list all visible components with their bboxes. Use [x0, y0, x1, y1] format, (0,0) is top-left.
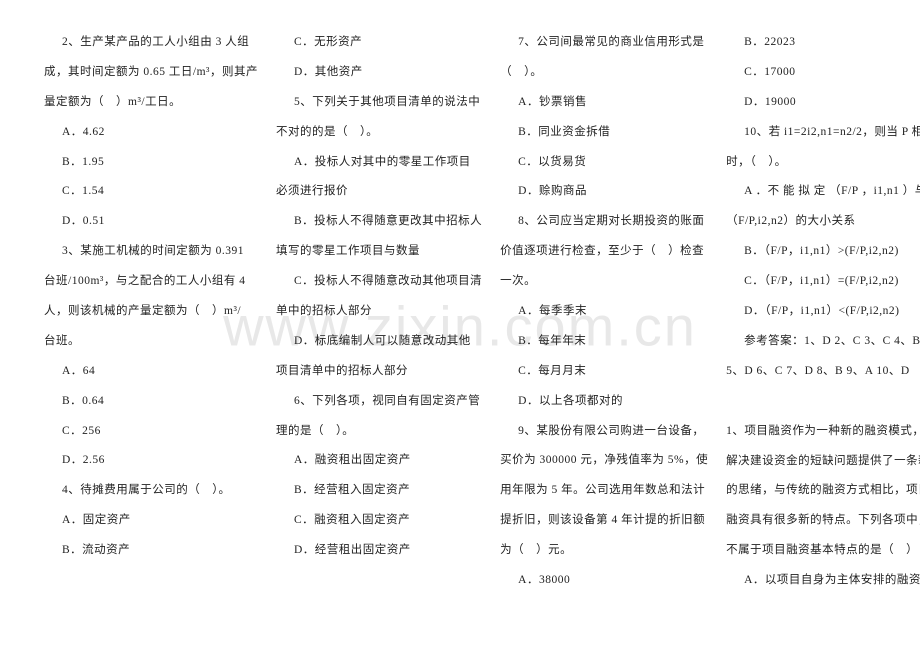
q3-opt-b: B．0.64 [44, 387, 258, 417]
q2-opt-d: D．0.51 [44, 207, 258, 237]
q6-opt-a: A．融资租出固定资产 [276, 446, 482, 476]
q5-opt-a: A．投标人对其中的零星工作项目 [276, 148, 482, 178]
q6-line: 6、下列各项，视同自有固定资产管 [276, 387, 482, 417]
q2-line: 成，其时间定额为 0.65 工日/m³，则其产 [44, 58, 258, 88]
q5-line: 5、下列关于其他项目清单的说法中 [276, 88, 482, 118]
answers-line: 参考答案：1、D 2、C 3、C 4、B [726, 327, 920, 357]
q10-opt-a: A ．不 能 拟 定 （F/P ，i1,n1 ）与 [726, 177, 920, 207]
q3-line: 台班/100m³，与之配合的工人小组有 4 [44, 267, 258, 297]
q7-opt-a: A．钞票销售 [500, 88, 708, 118]
q7-opt-b: B．同业资金拆借 [500, 118, 708, 148]
q9-opt-d: D．19000 [726, 88, 920, 118]
next-q1-line: 融资具有很多新的特点。下列各项中， [726, 506, 920, 536]
q3-line: 3、某施工机械的时间定额为 0.391 [44, 237, 258, 267]
q9-opt-a: A．38000 [500, 566, 708, 596]
next-q1-line: 不属于项目融资基本特点的是（ ） [726, 536, 920, 566]
column-2: C．无形资产 D．其他资产 5、下列关于其他项目清单的说法中 不对的的是（ ）。… [276, 28, 500, 596]
q5-line: 不对的的是（ ）。 [276, 118, 482, 148]
q7-line: （ ）。 [500, 58, 708, 88]
column-1: 2、生产某产品的工人小组由 3 人组 成，其时间定额为 0.65 工日/m³，则… [44, 28, 276, 596]
q6-opt-c: C．融资租入固定资产 [276, 506, 482, 536]
q10-line: 时，（ ）。 [726, 148, 920, 178]
q4-opt-c: C．无形资产 [276, 28, 482, 58]
q10-opt-b: B．（F/P，i1,n1）>(F/P,i2,n2) [726, 237, 920, 267]
q8-line: 一次。 [500, 267, 708, 297]
column-4: B．22023 C．17000 D．19000 10、若 i1=2i2,n1=n… [726, 28, 920, 596]
q2-opt-c: C．1.54 [44, 177, 258, 207]
q10-opt-c: C．（F/P，i1,n1）=(F/P,i2,n2) [726, 267, 920, 297]
q9-line: 提折旧，则该设备第 4 年计提的折旧额 [500, 506, 708, 536]
next-q1-line: 解决建设资金的短缺问题提供了一条新 [726, 447, 920, 477]
q5-opt-c: C．投标人不得随意改动其他项目清 [276, 267, 482, 297]
q2-opt-a: A．4.62 [44, 118, 258, 148]
q7-opt-c: C．以货易货 [500, 148, 708, 178]
answers-line: 5、D 6、C 7、D 8、B 9、A 10、D [726, 357, 920, 387]
q7-line: 7、公司间最常见的商业信用形式是 [500, 28, 708, 58]
q5-opt-d: D．标底编制人可以随意改动其他 [276, 327, 482, 357]
q9-opt-b: B．22023 [726, 28, 920, 58]
q5-opt-b: B．投标人不得随意更改其中招标人 [276, 207, 482, 237]
q8-line: 8、公司应当定期对长期投资的账面 [500, 207, 708, 237]
q3-opt-d: D．2.56 [44, 446, 258, 476]
q10-opt-a: （F/P,i2,n2）的大小关系 [726, 207, 920, 237]
q8-opt-d: D．以上各项都对的 [500, 387, 708, 417]
q3-opt-c: C．256 [44, 417, 258, 447]
page-columns: 2、生产某产品的工人小组由 3 人组 成，其时间定额为 0.65 工日/m³，则… [0, 0, 920, 596]
q7-opt-d: D．赊购商品 [500, 177, 708, 207]
next-q1-line: 的思绪，与传统的融资方式相比，项目 [726, 476, 920, 506]
next-q1-opt-a: A．以项目自身为主体安排的融资 [726, 566, 920, 596]
q5-opt-d: 项目清单中的招标人部分 [276, 357, 482, 387]
q6-line: 理的是（ ）。 [276, 417, 482, 447]
q8-opt-c: C．每月月末 [500, 357, 708, 387]
q10-opt-d: D．（F/P，i1,n1）<(F/P,i2,n2) [726, 297, 920, 327]
q6-opt-d: D．经营租出固定资产 [276, 536, 482, 566]
q2-opt-b: B．1.95 [44, 148, 258, 178]
q4-line: 4、待摊费用属于公司的（ ）。 [44, 476, 258, 506]
q3-line: 人，则该机械的产量定额为（ ）m³/ [44, 297, 258, 327]
q9-line: 买价为 300000 元，净残值率为 5%，使 [500, 446, 708, 476]
q9-line: 9、某股份有限公司购进一台设备， [500, 417, 708, 447]
q2-line: 量定额为（ ）m³/工日。 [44, 88, 258, 118]
q5-opt-c: 单中的招标人部分 [276, 297, 482, 327]
q4-opt-a: A．固定资产 [44, 506, 258, 536]
q8-opt-b: B．每年年末 [500, 327, 708, 357]
q4-opt-d: D．其他资产 [276, 58, 482, 88]
q6-opt-b: B．经营租入固定资产 [276, 476, 482, 506]
q5-opt-b: 填写的零星工作项目与数量 [276, 237, 482, 267]
q9-line: 用年限为 5 年。公司选用年数总和法计 [500, 476, 708, 506]
q9-line: 为（ ）元。 [500, 536, 708, 566]
q5-opt-a: 必须进行报价 [276, 177, 482, 207]
q4-opt-b: B．流动资产 [44, 536, 258, 566]
column-3: 7、公司间最常见的商业信用形式是 （ ）。 A．钞票销售 B．同业资金拆借 C．… [500, 28, 726, 596]
q2-line: 2、生产某产品的工人小组由 3 人组 [44, 28, 258, 58]
q3-opt-a: A．64 [44, 357, 258, 387]
next-q1-line: 1、项目融资作为一种新的融资模式，为 [726, 417, 920, 447]
q3-line: 台班。 [44, 327, 258, 357]
q8-opt-a: A．每季季末 [500, 297, 708, 327]
q8-line: 价值逐项进行检查，至少于（ ）检查 [500, 237, 708, 267]
q9-opt-c: C．17000 [726, 58, 920, 88]
q10-line: 10、若 i1=2i2,n1=n2/2，则当 P 相同 [726, 118, 920, 148]
